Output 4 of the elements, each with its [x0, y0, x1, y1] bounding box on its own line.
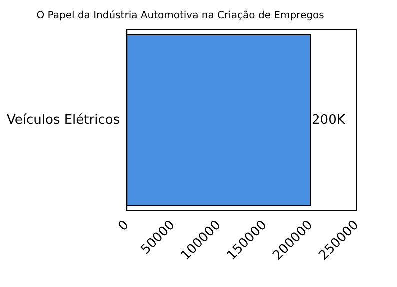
x-tick-label: 0	[116, 218, 132, 234]
data-label: 200K	[312, 112, 346, 128]
chart-title: O Papel da Indústria Automotiva na Criação de Empregos	[36, 10, 324, 22]
y-tick-label: Veículos Elétricos	[6, 112, 120, 128]
